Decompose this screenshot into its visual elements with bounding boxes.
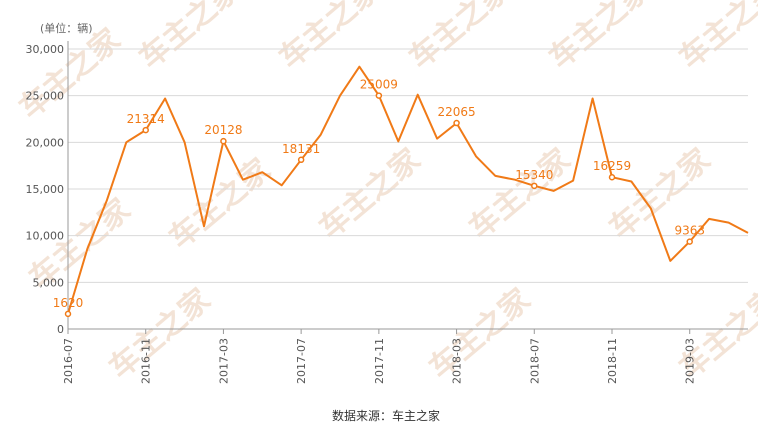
data-labels: 1620 21314 20128 18131 25009 22065 15340 16259 9… — [53, 78, 705, 310]
data-point-marker — [220, 137, 227, 145]
x-tick-label: 2016-07 — [62, 338, 75, 384]
watermark-text: 车主之家 — [403, 0, 517, 76]
data-label: 1620 — [53, 296, 84, 310]
y-tick-label: 25,000 — [26, 90, 65, 103]
axes: 0 5,000 10,000 15,000 20,000 25,000 30,000 2016… — [26, 41, 748, 384]
x-tick-label: 2018-11 — [606, 338, 619, 384]
data-point-marker — [297, 156, 305, 164]
watermark-text: 车主之家 — [423, 282, 537, 386]
watermark-text: 车主之家 — [673, 0, 758, 76]
y-tick-label: 0 — [57, 323, 64, 336]
x-tick-label: 2017-03 — [217, 338, 230, 384]
x-tick-label: 2019-03 — [684, 338, 697, 384]
y-tick-label: 20,000 — [26, 136, 65, 149]
data-label: 21314 — [127, 112, 165, 126]
watermark-text: 车主之家 — [103, 282, 217, 386]
watermark-text: 车主之家 — [163, 152, 277, 256]
data-point-marker — [531, 182, 538, 190]
data-point-marker — [142, 126, 149, 134]
data-label: 25009 — [360, 78, 398, 92]
x-tick-label: 2016-11 — [140, 338, 153, 384]
y-tick-label: 10,000 — [26, 230, 65, 243]
y-tick-label: 5,000 — [33, 276, 65, 289]
data-label: 22065 — [437, 105, 475, 119]
watermark-text: 车主之家 — [313, 142, 427, 246]
data-label: 16259 — [593, 159, 631, 173]
x-tick-label: 2018-03 — [451, 338, 464, 384]
data-point-marker — [64, 310, 72, 318]
data-label: 9363 — [674, 224, 705, 238]
data-label: 20128 — [204, 123, 242, 137]
watermark-text: 车主之家 — [13, 22, 127, 126]
series-layer — [64, 65, 749, 318]
gridlines — [68, 48, 748, 283]
watermark-text: 车主之家 — [133, 0, 247, 76]
x-tick-label: 2018-07 — [528, 338, 541, 384]
x-tick-label: 2017-11 — [373, 338, 386, 384]
watermark-text: 车主之家 — [273, 0, 387, 76]
data-point-marker — [608, 173, 616, 181]
x-tick-label: 2017-07 — [295, 338, 308, 384]
unit-label: (单位：辆) — [40, 21, 93, 35]
y-tick-label: 15,000 — [26, 183, 65, 196]
data-point-marker — [453, 119, 460, 127]
series-line — [67, 65, 749, 315]
data-label: 18131 — [282, 142, 320, 156]
data-label: 15340 — [515, 168, 553, 182]
watermark-text: 车主之家 — [463, 142, 577, 246]
data-point-marker — [375, 92, 383, 99]
y-tick-label: 30,000 — [26, 43, 65, 56]
data-point-marker — [686, 238, 693, 245]
source-label: 数据来源：车主之家 — [332, 408, 440, 423]
watermark-text: 车主之家 — [543, 0, 657, 76]
